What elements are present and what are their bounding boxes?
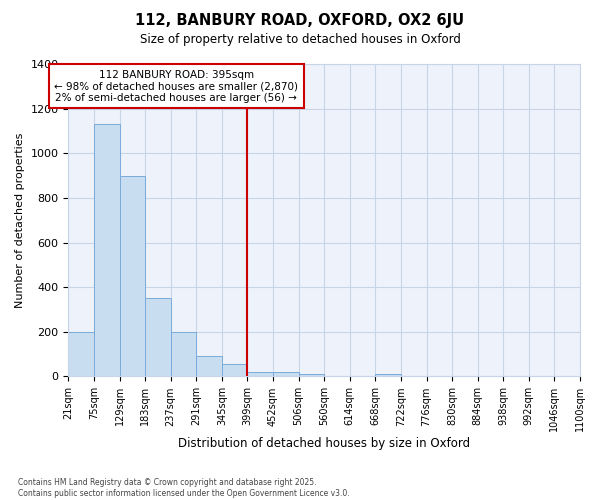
Bar (247, 372, 273, 376)
Y-axis label: Number of detached properties: Number of detached properties (15, 132, 25, 308)
X-axis label: Distribution of detached houses by size in Oxford: Distribution of detached houses by size … (178, 437, 470, 450)
Bar (145, 298, 171, 376)
Bar (171, 332, 196, 376)
Bar (94, 124, 119, 376)
Text: 112 BANBURY ROAD: 395sqm
← 98% of detached houses are smaller (2,870)
2% of semi: 112 BANBURY ROAD: 395sqm ← 98% of detach… (55, 70, 298, 103)
Bar (68, 332, 94, 376)
Text: Size of property relative to detached houses in Oxford: Size of property relative to detached ho… (140, 32, 460, 46)
Bar (196, 356, 222, 376)
Bar (273, 372, 299, 376)
Bar (299, 374, 324, 376)
Bar (119, 176, 145, 376)
Bar (222, 364, 247, 376)
Text: 112, BANBURY ROAD, OXFORD, OX2 6JU: 112, BANBURY ROAD, OXFORD, OX2 6JU (136, 12, 464, 28)
Bar (376, 374, 401, 376)
Text: Contains HM Land Registry data © Crown copyright and database right 2025.
Contai: Contains HM Land Registry data © Crown c… (18, 478, 350, 498)
